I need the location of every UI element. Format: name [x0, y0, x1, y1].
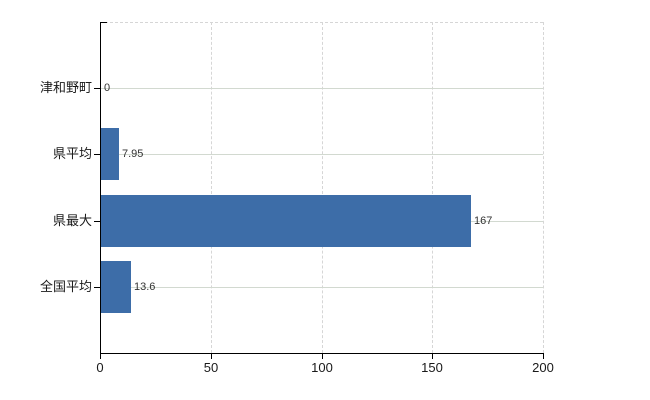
x-axis-tick — [322, 353, 323, 359]
y-axis-tick — [94, 154, 100, 155]
value-label: 167 — [474, 215, 493, 227]
category-label: 県平均 — [52, 146, 92, 161]
category-label: 県最大 — [52, 213, 92, 228]
x-tick-label: 50 — [203, 360, 219, 375]
vertical-gridline — [543, 22, 544, 353]
category-label: 全国平均 — [39, 279, 92, 294]
category-gridline — [100, 287, 543, 288]
value-label: 0 — [104, 82, 111, 94]
vertical-gridline — [211, 22, 212, 353]
value-label: 7.95 — [122, 148, 144, 160]
x-axis-tick — [211, 353, 212, 359]
y-axis-tick — [94, 287, 100, 288]
plot-top-border — [100, 22, 543, 23]
y-axis-tick — [94, 88, 100, 89]
vertical-gridline — [322, 22, 323, 353]
y-axis-line — [100, 22, 101, 353]
value-label: 13.6 — [134, 281, 156, 293]
x-tick-label: 150 — [421, 360, 443, 375]
x-axis-tick — [543, 353, 544, 359]
x-axis-tick — [432, 353, 433, 359]
x-tick-label: 0 — [96, 360, 104, 375]
y-axis-tick — [94, 221, 100, 222]
category-gridline — [100, 88, 543, 89]
bar — [101, 128, 119, 180]
x-tick-label: 100 — [311, 360, 333, 375]
axis-top-cap — [100, 22, 107, 23]
vertical-gridline — [432, 22, 433, 353]
x-axis-tick — [100, 353, 101, 359]
bar — [101, 261, 131, 313]
category-gridline — [100, 154, 543, 155]
category-label: 津和野町 — [39, 80, 92, 95]
x-tick-label: 200 — [532, 360, 554, 375]
bar — [101, 195, 471, 247]
